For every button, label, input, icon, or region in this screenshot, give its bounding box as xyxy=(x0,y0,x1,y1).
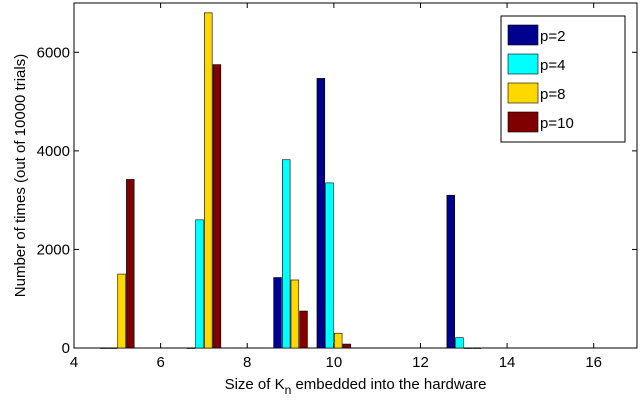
legend: p=2 p=4 p=8 p=10 xyxy=(500,15,626,143)
y-tick-label: 4000 xyxy=(37,143,70,160)
legend-label-p4: p=4 xyxy=(540,57,565,74)
x-tick-label: 8 xyxy=(243,354,251,371)
bar-p2-x7 xyxy=(186,347,196,349)
x-tick-label: 6 xyxy=(156,354,164,371)
bar-p2-x9 xyxy=(273,277,282,349)
bar-p2-x10 xyxy=(316,78,326,349)
bar-p4-x5 xyxy=(108,347,118,349)
bar-p8-x10 xyxy=(333,332,343,349)
bar-p4-x13 xyxy=(455,337,464,349)
x-axis-label-rest: embedded into the hardware xyxy=(291,376,486,393)
bar-p10-x5 xyxy=(126,179,135,349)
legend-swatch-p4 xyxy=(507,53,539,75)
x-tick-label: 12 xyxy=(412,354,429,371)
bar-p10-x7 xyxy=(212,64,222,349)
legend-label-p10: p=10 xyxy=(540,115,574,132)
y-axis-ticks: 0 2000 4000 6000 xyxy=(37,44,637,357)
bar-p8-x13 xyxy=(463,347,473,349)
bars-group xyxy=(100,12,481,349)
bar-p10-x10 xyxy=(342,343,352,349)
bar-p10-x13 xyxy=(472,347,481,349)
bar-p4-x10 xyxy=(325,182,334,349)
bar-p2-x13 xyxy=(446,194,455,349)
bar-p2-x5 xyxy=(100,347,109,349)
bar-p8-x7 xyxy=(204,12,213,349)
x-tick-label: 10 xyxy=(326,354,343,371)
legend-label-p2: p=2 xyxy=(540,28,565,45)
legend-swatch-p2 xyxy=(507,24,539,46)
bar-p4-x7 xyxy=(195,219,204,349)
bar-p4-x9 xyxy=(282,159,291,349)
x-tick-label: 16 xyxy=(585,354,602,371)
y-tick-label: 2000 xyxy=(37,241,70,258)
x-axis-label: Size of Kn embedded into the hardware xyxy=(225,376,487,397)
bar-p8-x5 xyxy=(117,273,126,349)
x-axis-label-main: Size of K xyxy=(225,376,285,393)
x-tick-label: 14 xyxy=(499,354,516,371)
y-tick-label: 6000 xyxy=(37,44,70,61)
legend-swatch-p8 xyxy=(507,82,539,104)
legend-items: p=2 p=4 p=8 p=10 xyxy=(507,24,574,133)
x-axis-label-subscript: n xyxy=(285,383,292,397)
legend-swatch-p10 xyxy=(507,111,539,133)
bar-p10-x9 xyxy=(299,310,308,349)
y-axis-label: Number of times (out of 10000 trials) xyxy=(12,54,29,297)
bar-p8-x9 xyxy=(290,279,300,349)
x-tick-label: 4 xyxy=(70,354,78,371)
y-tick-label: 0 xyxy=(62,340,70,357)
x-axis-ticks: 4 6 8 10 12 14 16 xyxy=(70,3,602,371)
legend-label-p8: p=8 xyxy=(540,86,565,103)
